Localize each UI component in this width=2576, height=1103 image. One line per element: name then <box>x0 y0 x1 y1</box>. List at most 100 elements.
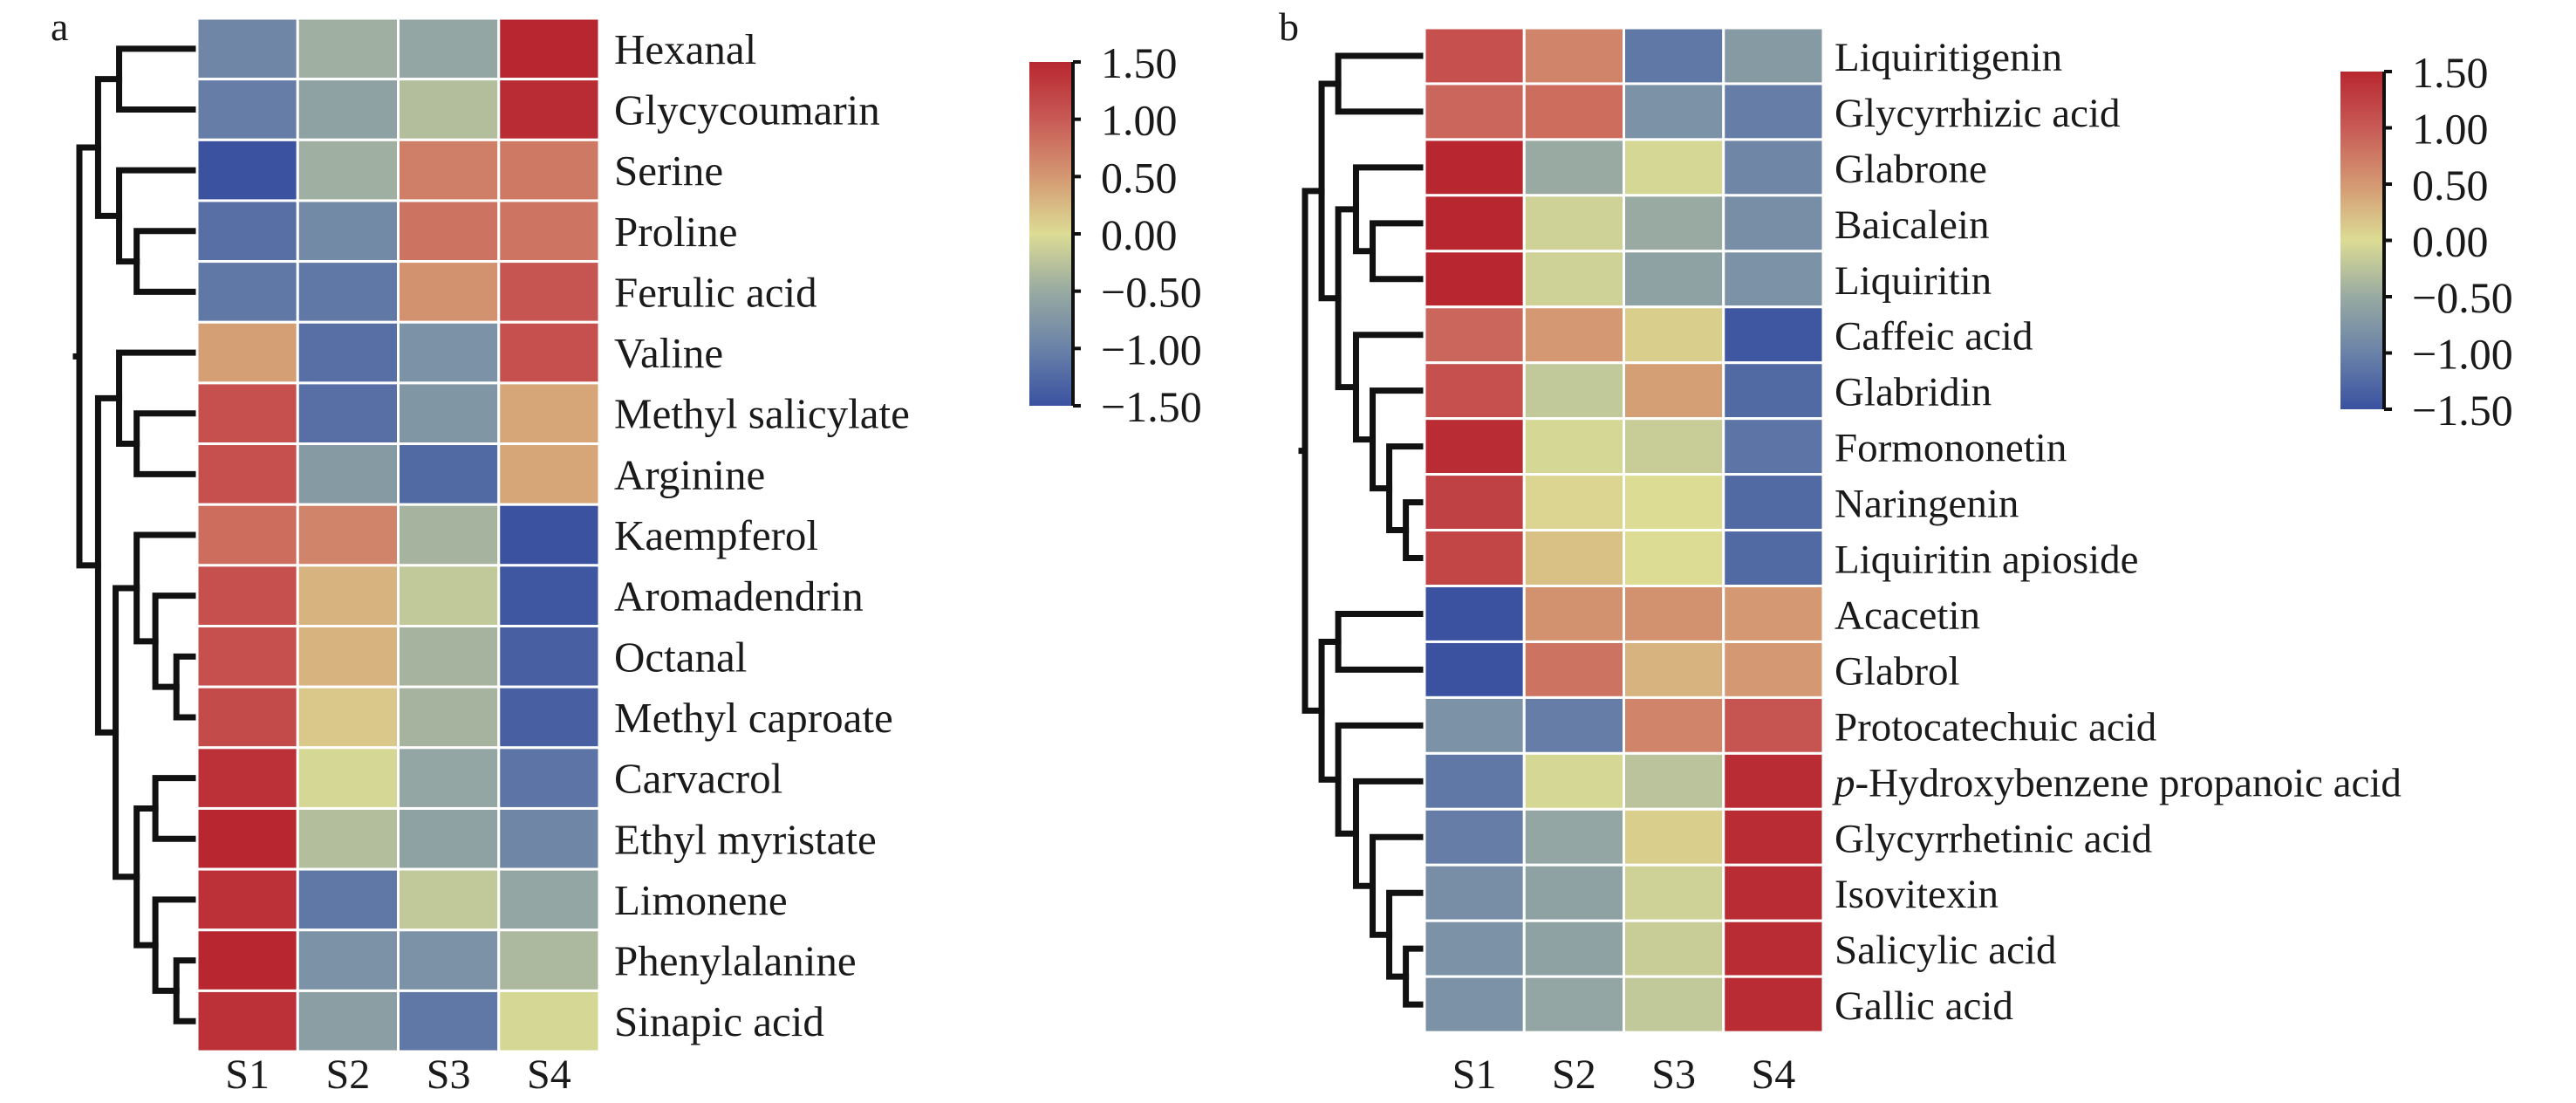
heatmap-cell <box>397 199 501 264</box>
column-label: S4 <box>527 1052 571 1098</box>
heatmap-cell <box>195 199 299 264</box>
heatmap-cell <box>296 746 400 810</box>
dendrogram-link <box>1352 164 1427 255</box>
heatmap-cell <box>1522 361 1625 421</box>
heatmap-cell <box>195 564 299 627</box>
heatmap-cell <box>195 746 299 810</box>
row-label: Acacetin <box>1835 593 1980 638</box>
heatmap-cell <box>296 928 400 992</box>
heatmap-cell <box>497 564 601 627</box>
heatmap-cell <box>497 381 601 446</box>
heatmap-cell <box>1722 138 1825 197</box>
heatmap-cell <box>1522 863 1625 922</box>
heatmap-cell <box>397 867 501 932</box>
panel-label-b: b <box>1279 4 1299 49</box>
heatmap-cell <box>1722 919 1825 978</box>
heatmap-cell <box>397 381 501 446</box>
heatmap-cell <box>195 320 299 385</box>
heatmap-cell <box>497 928 601 992</box>
heatmap-cell <box>1522 919 1625 978</box>
row-label: Proline <box>614 208 738 256</box>
row-label: Aromadendrin <box>614 572 864 620</box>
heatmap-cell <box>1623 975 1725 1034</box>
colorbar-tick-label: −0.50 <box>1101 268 1202 317</box>
colorbar-tick-label: −1.50 <box>2412 386 2513 435</box>
colorbar-tick-label: −0.50 <box>2412 273 2513 322</box>
row-label: Glabrone <box>1835 147 1987 192</box>
heatmap-cell <box>1423 473 1526 532</box>
column-labels-a: S1 S2 S3 S4 <box>225 1052 571 1098</box>
colorbar-tick-label: 1.50 <box>1101 38 1178 87</box>
heatmap-cell <box>1522 695 1625 755</box>
dendrogram-link <box>133 531 200 645</box>
row-dendrogram-b <box>1298 52 1427 1008</box>
row-label: Ethyl myristate <box>614 815 877 863</box>
heatmap-cell <box>497 78 601 141</box>
heatmap-cell <box>1522 417 1625 476</box>
heatmap-cell <box>1722 529 1825 587</box>
heatmap-cell <box>195 442 299 506</box>
heatmap-cell <box>1722 26 1825 86</box>
heatmap-cell <box>397 625 501 689</box>
row-label: Glabrol <box>1835 648 1960 694</box>
dendrogram-link <box>1352 778 1427 889</box>
heatmap-cell <box>1623 640 1725 699</box>
heatmap-cell <box>497 685 601 750</box>
heatmap-cell <box>397 503 501 567</box>
panel-a: a Hexanal Glycycoumarin Serine Proline Ferul… <box>51 4 1202 1098</box>
heatmap-cell <box>1722 194 1825 253</box>
heatmap-cell <box>1522 138 1625 197</box>
heatmap-cell <box>497 867 601 932</box>
heatmap-cell <box>195 928 299 992</box>
heatmap-cell <box>1722 361 1825 421</box>
row-label: Caffeic acid <box>1835 314 2033 360</box>
row-labels-b: Liquiritigenin Glycyrrhizic acid Glabrone B… <box>1832 35 2402 1029</box>
colorbar-tick-label: 0.50 <box>1101 153 1178 202</box>
heatmap-cell <box>1722 751 1825 811</box>
heatmap-cell <box>497 625 601 689</box>
dendrogram-link <box>116 349 200 448</box>
heatmap-cell <box>1623 361 1725 421</box>
dendrogram-link <box>1335 52 1427 115</box>
column-labels-b: S1 S2 S3 S4 <box>1452 1052 1795 1098</box>
dendrogram-link <box>116 167 200 265</box>
heatmap-cell <box>397 442 501 506</box>
heatmap-cell <box>1623 695 1725 755</box>
colorbar-a: 1.50 1.00 0.50 0.00 −0.50 −1.00 −1.50 <box>1029 38 1202 431</box>
heatmap-cell <box>1423 305 1526 365</box>
heatmap-cell <box>1623 194 1725 253</box>
column-label: S4 <box>1752 1052 1796 1098</box>
row-label: Glabridin <box>1835 370 1992 415</box>
heatmap-cell <box>1722 975 1825 1034</box>
row-label: Formononetin <box>1835 426 2067 471</box>
row-label: Glycycoumarin <box>614 86 880 134</box>
heatmap-cell <box>1623 529 1725 587</box>
dendrogram-link <box>94 76 123 219</box>
heatmap-cell <box>1522 807 1625 867</box>
row-label-italic-prefix: p <box>1832 760 1855 805</box>
heatmap-cell <box>1522 975 1625 1034</box>
heatmap-cell <box>1423 640 1526 699</box>
heatmap-cell <box>296 138 400 202</box>
heatmap-cell <box>1623 807 1725 867</box>
row-label: Glycyrrhizic acid <box>1835 91 2121 136</box>
dendrogram-link <box>152 775 200 842</box>
row-label: Liquiritin apioside <box>1835 538 2139 583</box>
heatmap-cell <box>1423 417 1526 476</box>
row-label: Limonene <box>614 876 788 924</box>
heatmap-cell <box>195 806 299 871</box>
heatmap-cell <box>296 806 400 871</box>
heatmap-cell <box>296 260 400 324</box>
colorbar-tick-label: 0.50 <box>2412 161 2489 209</box>
heatmap-cell <box>1423 585 1526 643</box>
heatmap-cell <box>1423 863 1526 922</box>
dendrogram-link <box>116 45 200 113</box>
heatmap-cell <box>296 685 400 750</box>
row-label: Liquiritigenin <box>1835 35 2062 80</box>
heatmap-cell <box>296 442 400 506</box>
heatmap-cell <box>195 381 299 446</box>
heatmap-cell <box>195 503 299 567</box>
colorbar-b: 1.50 1.00 0.50 0.00 −0.50 −1.00 −1.50 <box>2340 48 2513 435</box>
heatmap-cell <box>497 503 601 567</box>
